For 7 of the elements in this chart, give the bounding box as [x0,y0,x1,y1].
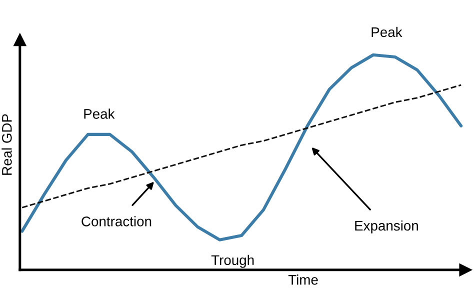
annotation: Contraction [82,216,152,226]
annotation: Trough [211,254,254,268]
annotation: Expansion [355,220,418,234]
x-axis-title: Time [288,274,318,285]
annotation: Peak [84,108,115,119]
y-axis-title: Real GDP [2,114,12,175]
text: Peak [372,26,402,38]
